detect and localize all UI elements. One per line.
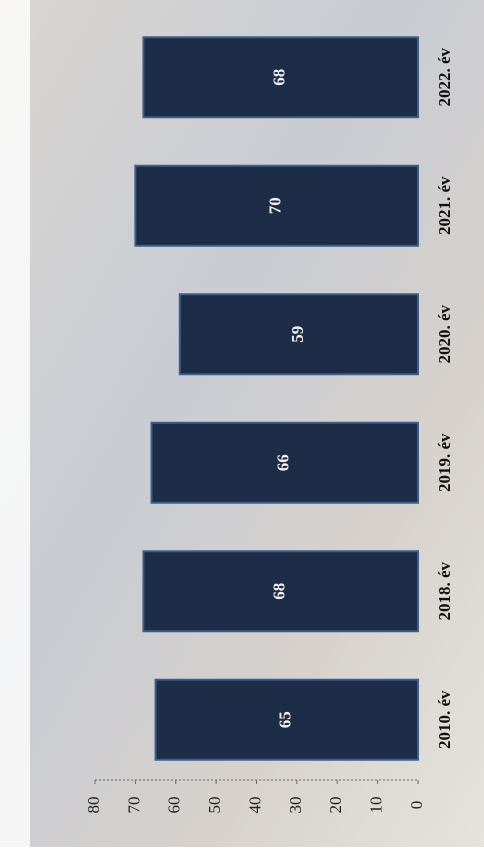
paper-edge <box>0 0 30 847</box>
bar <box>150 421 419 504</box>
x-tick-label: 2020. év <box>435 304 454 363</box>
value-label: 59 <box>288 326 307 343</box>
x-tick-label: 2022. év <box>435 47 454 106</box>
x-tick-label: 2010. év <box>435 690 454 749</box>
bar <box>142 550 419 633</box>
value-label: 70 <box>266 197 285 214</box>
y-tick-label: 80 <box>84 797 103 814</box>
y-tick-label: 50 <box>205 797 224 814</box>
y-tick-label: 40 <box>245 797 264 814</box>
x-tick-label: 2021. év <box>435 176 454 235</box>
value-label: 66 <box>274 454 293 471</box>
value-label: 68 <box>270 583 289 600</box>
value-label: 68 <box>270 69 289 86</box>
value-label: 65 <box>276 711 295 728</box>
bar <box>154 678 419 761</box>
bar <box>134 164 419 247</box>
y-tick-label: 70 <box>124 797 143 814</box>
x-tick-label: 2019. év <box>435 433 454 492</box>
bar <box>178 293 419 376</box>
bar <box>142 36 419 119</box>
x-tick-label: 2018. év <box>435 561 454 620</box>
rotated-plot: 0 10 20 30 40 50 60 70 80 2010. év 65 2018. év 68 201… <box>84 36 454 814</box>
y-tick-label: 60 <box>165 797 184 814</box>
y-tick-label: 20 <box>326 797 345 814</box>
y-tick-label: 30 <box>286 797 305 814</box>
y-tick-label: 10 <box>367 797 386 814</box>
y-tick-label: 0 <box>407 801 426 810</box>
